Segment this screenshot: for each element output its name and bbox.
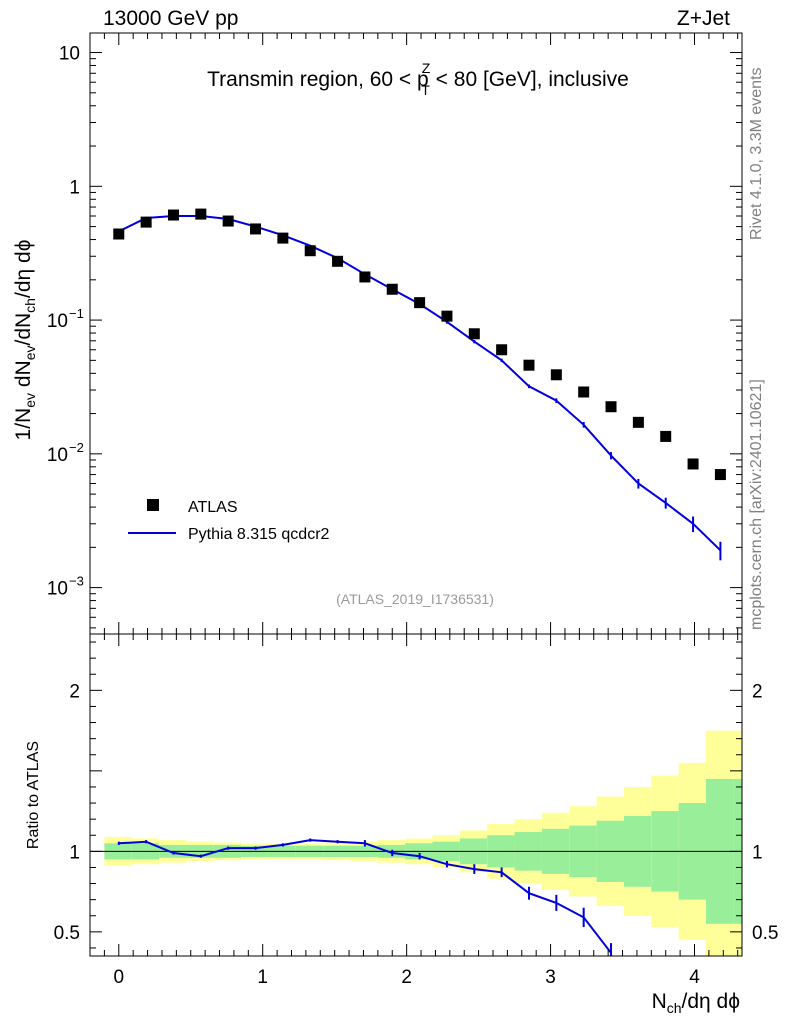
data-point-11 (414, 297, 426, 309)
y-tick-label-main-1: 1 (69, 177, 80, 198)
title-main: Transmin region, 60 < p (207, 68, 429, 91)
data-point-13 (468, 328, 480, 340)
y-tick-label-main-0: 10 (59, 44, 80, 65)
y-axis-label-main: 1/Nev dNev/dNch/dη dϕ (12, 240, 38, 441)
header-right: Z+Jet (677, 7, 730, 30)
data-point-21 (687, 458, 699, 470)
data-point-22 (714, 469, 726, 481)
plot-title: Transmin region, 60 < pZ T < 80 [GeV], in… (207, 60, 629, 98)
data-point-12 (441, 310, 453, 322)
y-tick-label-ratio-right-1: 1 (752, 842, 763, 863)
x-axis-label: Nch/dη dϕ (652, 990, 740, 1016)
y-tick-label-ratio-right-0: 2 (752, 681, 763, 702)
x-tick-label-2: 2 (401, 967, 412, 988)
data-point-0 (113, 228, 125, 240)
title-sub: T (421, 82, 430, 98)
data-point-9 (359, 271, 371, 283)
data-point-2 (167, 209, 179, 221)
y-tick-exp-main-2: −1 (69, 306, 84, 321)
data-point-6 (277, 232, 289, 244)
data-point-8 (332, 255, 344, 267)
data-point-18 (605, 401, 617, 413)
y-tick-exp-main-3: −2 (69, 440, 84, 455)
y-tick-label-ratio-2: 0.5 (54, 923, 80, 944)
data-point-3 (195, 208, 207, 220)
y-axis-label-ratio: Ratio to ATLAS (25, 741, 42, 849)
data-point-1 (140, 216, 152, 228)
y-tick-label-main-3: 10 (47, 445, 68, 466)
y-tick-label-main-2: 10 (47, 311, 68, 332)
data-point-10 (386, 283, 398, 295)
y-tick-label-ratio-right-2: 0.5 (752, 923, 778, 944)
data-point-16 (550, 369, 562, 381)
x-tick-label-4: 4 (689, 967, 700, 988)
y-tick-label-ratio-1: 1 (69, 842, 80, 863)
legend-label-atlas: ATLAS (188, 499, 238, 516)
data-point-4 (222, 215, 234, 227)
data-point-15 (523, 359, 535, 371)
ratio-frame (89, 633, 743, 957)
header-left: 13000 GeV pp (103, 7, 238, 30)
data-point-19 (632, 416, 644, 428)
x-tick-label-3: 3 (545, 967, 556, 988)
title-sup: Z (422, 60, 431, 76)
side-text-bottom: mcplots.cern.ch [arXiv:2401.10621] (748, 379, 765, 630)
legend-marker-atlas (147, 499, 159, 511)
data-point-5 (250, 223, 262, 235)
analysis-id: (ATLAS_2019_I1736531) (336, 591, 494, 607)
legend-label-pythia: Pythia 8.315 qcdcr2 (188, 526, 330, 543)
data-point-20 (660, 430, 672, 442)
title-tail: < 80 [GeV], inclusive (430, 68, 629, 91)
y-tick-exp-main-4: −3 (69, 574, 84, 589)
side-text-top: Rivet 4.1.0, 3.3M events (748, 67, 765, 240)
data-point-7 (304, 245, 316, 257)
data-point-14 (496, 344, 508, 356)
x-tick-label-0: 0 (113, 967, 124, 988)
x-tick-label-1: 1 (257, 967, 268, 988)
legend: ATLAS Pythia 8.315 qcdcr2 (128, 499, 330, 543)
y-tick-label-ratio-0: 2 (69, 681, 80, 702)
y-tick-label-main-4: 10 (47, 579, 68, 600)
data-point-17 (578, 386, 590, 398)
